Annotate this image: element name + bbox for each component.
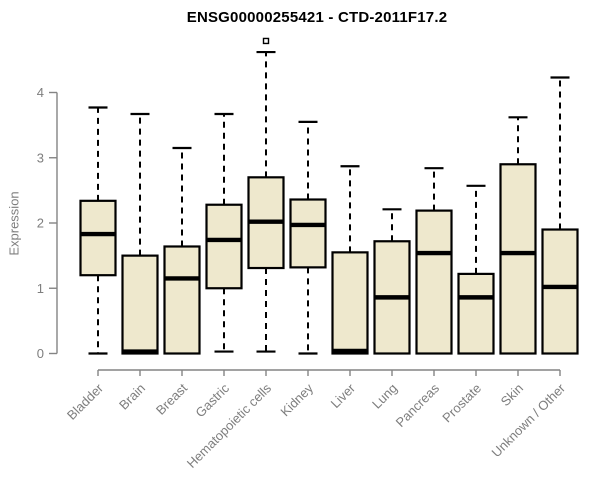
y-tick-label: 1 [37,281,44,296]
x-tick-label: Kidney [277,380,316,419]
box-rect [289,198,327,269]
box-liver [331,165,369,355]
box-kidney [289,120,327,355]
box-rect [163,245,201,355]
box-skin [499,116,537,355]
box-rect [457,272,495,355]
box-rect [121,254,159,355]
x-tick-label: Unknown / Other [489,380,569,460]
box-rect [331,251,369,355]
box-rect [415,209,453,355]
box-breast [163,146,201,355]
y-tick-label: 3 [37,150,44,165]
box-rect [79,199,117,277]
box-lung [373,208,411,355]
x-tick-label: Brain [116,381,148,413]
y-tick-label: 4 [37,85,44,100]
x-tick-label: Prostate [439,381,484,426]
chart-title: ENSG00000255421 - CTD-2011F17.2 [186,9,448,26]
box-unknown-other [541,76,579,355]
y-tick-label: 2 [37,216,44,231]
box-pancreas [415,167,453,355]
box-bladder [79,106,117,355]
box-gastric [205,112,243,353]
x-tick-label: Skin [498,381,526,409]
x-tick-label: Gastric [192,380,232,420]
box-rect [205,203,243,290]
x-tick-label: Liver [328,380,359,411]
outlier-point [262,37,270,45]
box-prostate [457,184,495,355]
box-hematopoietic-cells [247,37,285,353]
x-tick-label: Bladder [64,380,107,423]
box-rect [541,228,579,355]
x-tick-label: Breast [153,380,190,417]
y-tick-label: 0 [37,346,44,361]
box-brain [121,112,159,355]
x-tick-label: Pancreas [393,380,443,430]
box-rect [499,163,537,355]
x-tick-label: Lung [369,381,400,412]
